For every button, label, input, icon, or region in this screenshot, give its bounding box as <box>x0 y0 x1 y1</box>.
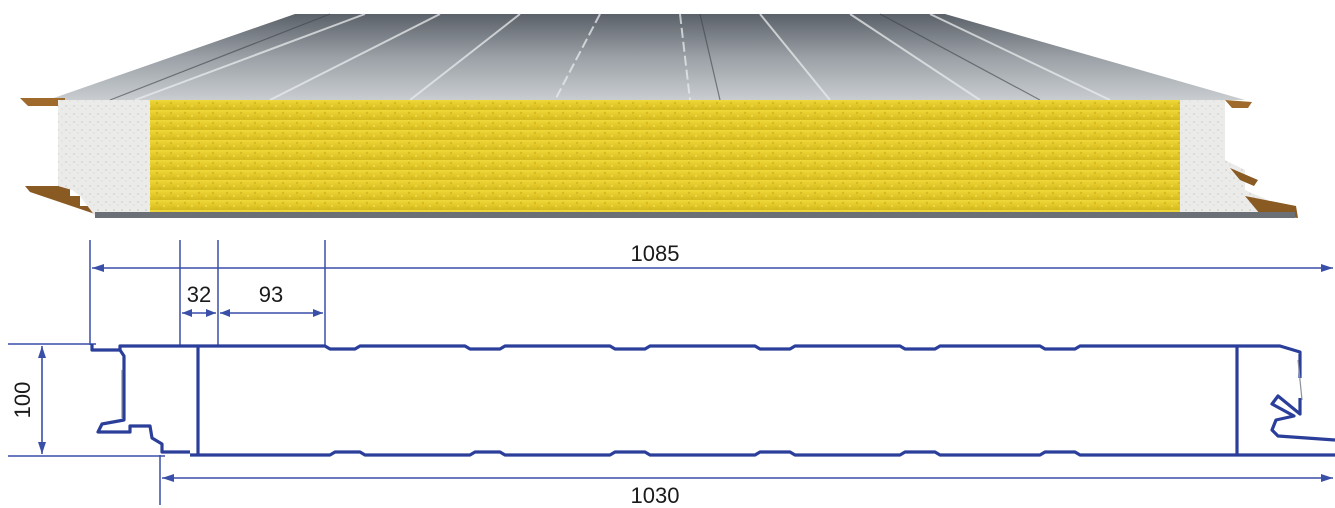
panel-profile <box>90 344 1335 457</box>
panel-insulation-core <box>150 100 1180 216</box>
panel-top-steel-face <box>48 14 1245 100</box>
dim-thickness: 100 <box>10 382 35 419</box>
dim-flange: 32 <box>187 282 211 307</box>
dim-overall-width: 1085 <box>631 241 680 266</box>
panel-rib-lines <box>134 13 1111 101</box>
panel-left-joint-lip <box>20 98 65 106</box>
dim-rib-spacing: 93 <box>259 282 283 307</box>
dimension-arrows <box>38 264 1333 482</box>
dimension-lines <box>41 267 1333 479</box>
dim-covering-width: 1030 <box>631 483 680 508</box>
panel-illustration <box>20 13 1298 218</box>
panel-right-joint-lip <box>1225 100 1252 108</box>
seal-lines <box>121 359 1303 418</box>
panel-bottom-steel-face <box>95 212 1295 218</box>
panel-right-end-foam <box>1180 100 1268 216</box>
panel-left-end-foam <box>58 100 150 216</box>
cross-section-drawing <box>8 240 1335 505</box>
extension-lines <box>8 240 326 505</box>
